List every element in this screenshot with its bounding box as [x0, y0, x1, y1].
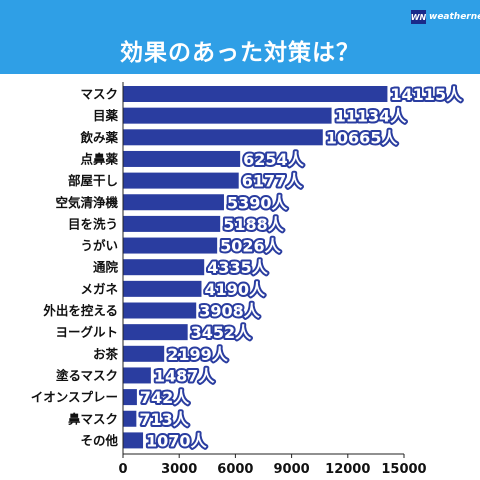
- bar: [123, 280, 202, 297]
- data-label: 6177人: [242, 172, 304, 191]
- x-tick-label: 0: [118, 462, 127, 477]
- category-label: 外出を控える: [42, 303, 118, 318]
- x-tick-label: 9000: [274, 462, 310, 477]
- logo-mark: WN: [411, 10, 426, 24]
- data-label: 3908人: [199, 302, 261, 321]
- category-label: 点鼻薬: [80, 151, 118, 166]
- weathernews-logo: WN weathernews: [411, 8, 480, 26]
- bar: [123, 107, 332, 124]
- logo-text: weathernews: [429, 12, 480, 22]
- category-label: 空気清浄機: [55, 195, 118, 210]
- category-label: 飲み薬: [79, 130, 118, 145]
- bar: [123, 86, 388, 102]
- bar: [123, 432, 144, 449]
- category-label: 鼻マスク: [68, 411, 118, 426]
- x-tick-label: 15000: [381, 462, 426, 477]
- bar: [123, 389, 137, 406]
- data-label: 1487人: [154, 366, 216, 385]
- category-label: 通院: [93, 260, 119, 275]
- category-label: 部屋干し: [68, 173, 118, 188]
- data-label: 1070人: [146, 431, 208, 450]
- data-label: 14115人: [390, 85, 463, 104]
- category-label: 目薬: [93, 108, 119, 123]
- bar: [123, 129, 323, 146]
- data-label: 2199人: [167, 345, 229, 364]
- x-tick-label: 6000: [217, 462, 253, 477]
- data-label: 5188人: [223, 215, 285, 234]
- category-label: ヨーグルト: [55, 325, 118, 340]
- data-label: 5026人: [220, 237, 282, 256]
- bar: [123, 194, 224, 211]
- bar: [123, 259, 205, 276]
- bar: [123, 410, 137, 427]
- category-label: その他: [80, 433, 118, 448]
- category-label: イオンスプレー: [31, 390, 118, 405]
- header-banner: WN weathernews 効果のあった対策は？: [0, 0, 480, 74]
- data-label: 5390人: [227, 193, 289, 212]
- data-label: 4190人: [204, 280, 266, 299]
- data-label: 4335人: [207, 258, 269, 277]
- category-label: マスク: [80, 87, 118, 102]
- category-label: うがい: [80, 238, 118, 253]
- bar: [123, 150, 241, 167]
- bar: [123, 237, 218, 254]
- page-title: 効果のあった対策は？: [120, 40, 360, 66]
- category-label: メガネ: [80, 281, 118, 296]
- data-label: 10665人: [326, 128, 399, 147]
- category-label: 目を洗う: [68, 216, 118, 231]
- bar: [123, 345, 165, 362]
- category-label: 塗るマスク: [56, 368, 118, 383]
- x-tick-label: 3000: [161, 462, 197, 477]
- bar: [123, 367, 151, 384]
- data-label: 742人: [140, 388, 190, 407]
- data-label: 6254人: [243, 150, 305, 169]
- x-tick-label: 12000: [325, 462, 370, 477]
- data-label: 11134人: [335, 107, 408, 126]
- bar: [123, 215, 221, 232]
- bar: [123, 172, 239, 189]
- bar: [123, 324, 188, 341]
- data-label: 3452人: [191, 323, 253, 342]
- data-label: 713人: [139, 410, 189, 429]
- category-label: お茶: [93, 346, 119, 361]
- bar: [123, 302, 197, 319]
